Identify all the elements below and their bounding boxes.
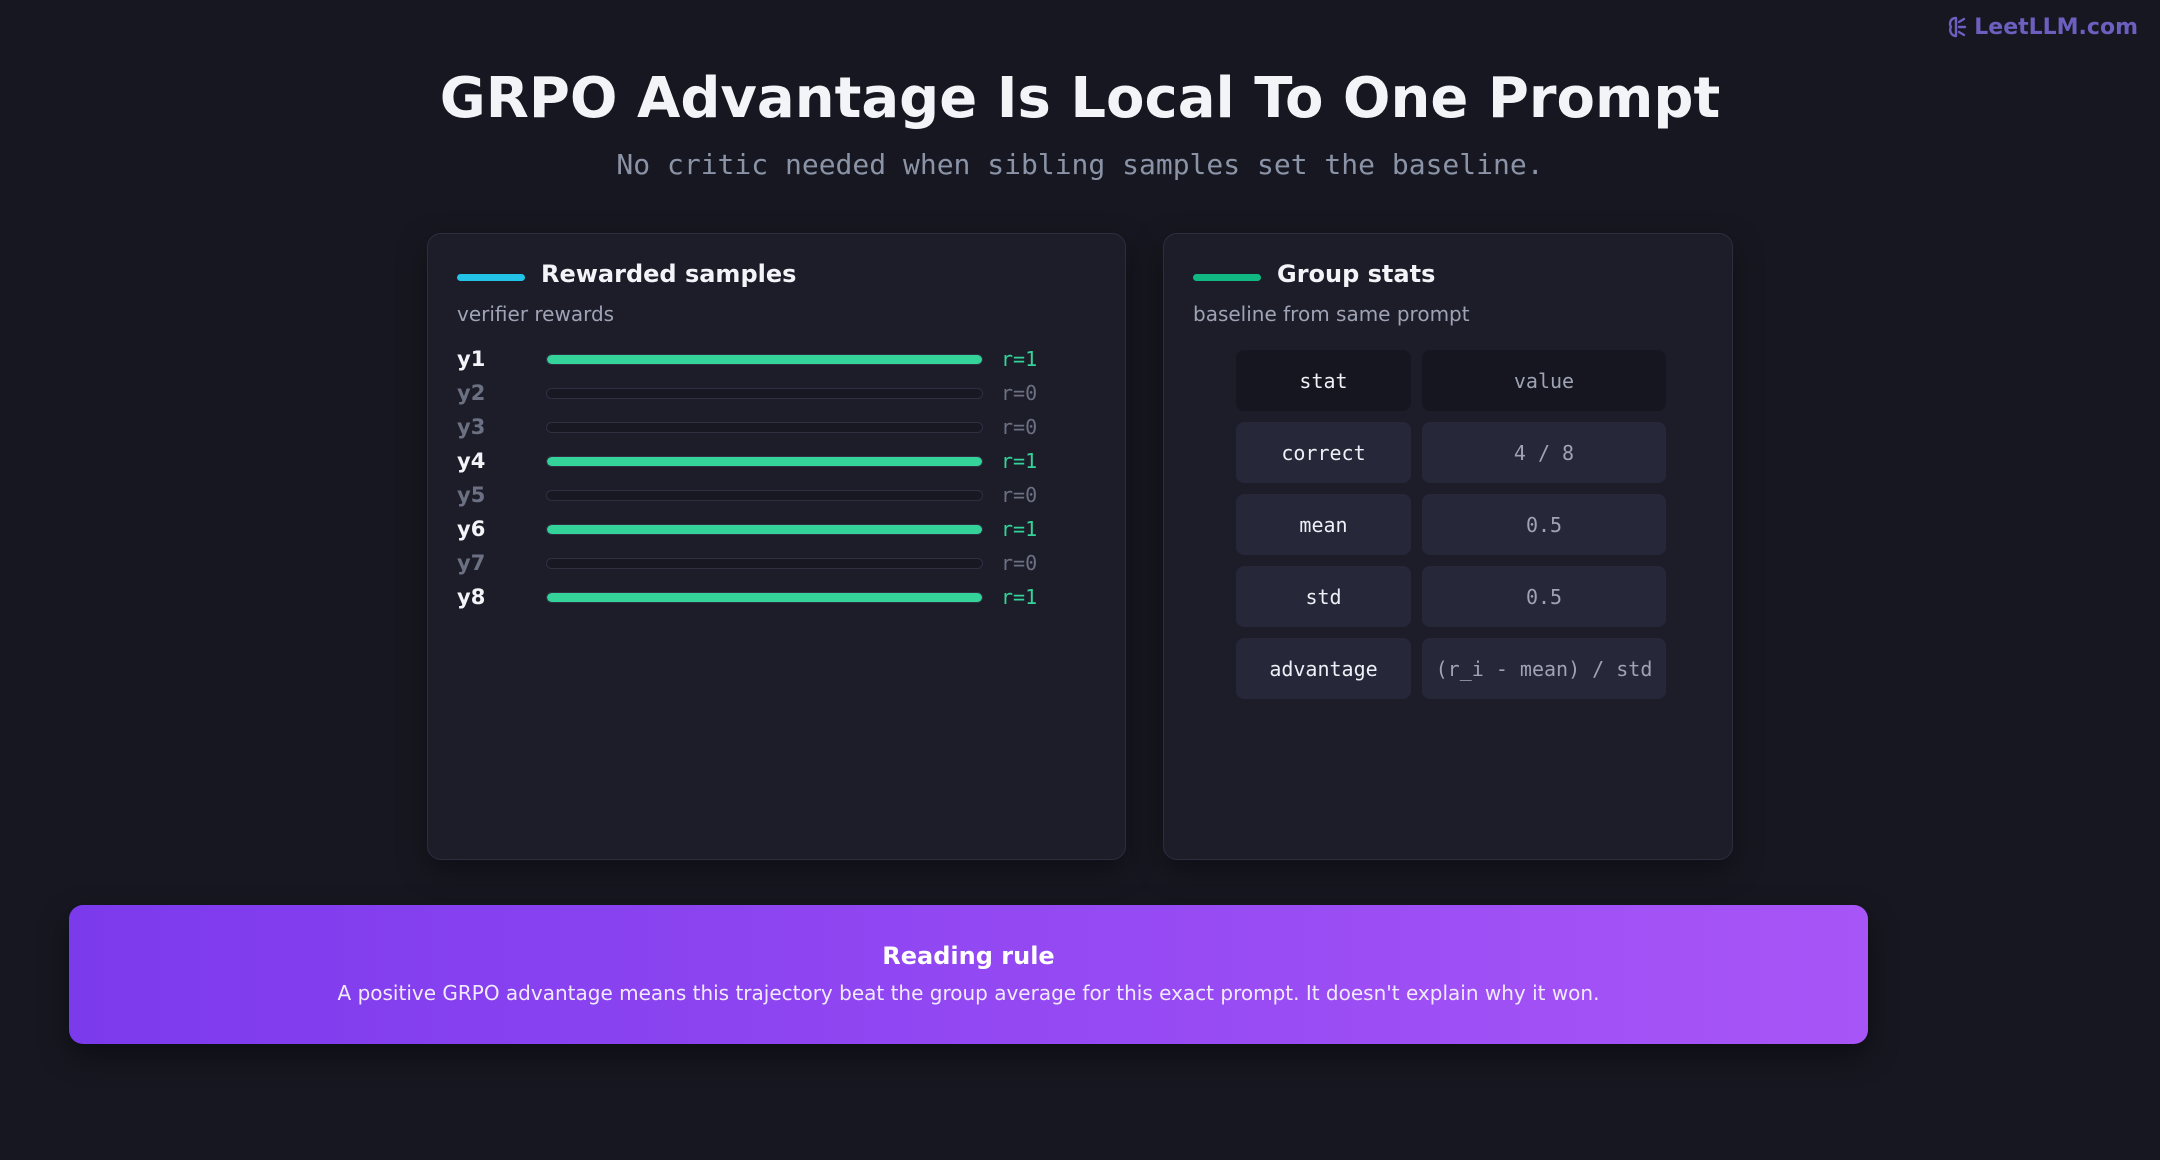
sample-label: y1 [457, 347, 486, 371]
accent [457, 274, 525, 281]
accent [1193, 274, 1261, 281]
bar [547, 457, 982, 466]
value-label: r=1 [1001, 449, 1038, 473]
sample-label: y7 [457, 551, 486, 575]
sample-row: y6 r=1 [428, 512, 1125, 546]
value-label: r=0 [1001, 381, 1038, 405]
value-label: r=1 [1001, 517, 1038, 541]
samples-panel: Rewarded samples verifier rewards y1 r=1 y… [427, 233, 1126, 860]
callout-text: A positive GRPO advantage means this tra… [337, 981, 1600, 1005]
bar-track [546, 354, 983, 365]
sample-label: y5 [457, 483, 486, 507]
bar-track [546, 422, 983, 433]
bar [547, 593, 982, 602]
subtitle: No critic needed when sibling samples se… [616, 148, 1544, 181]
value-label: r=1 [1001, 585, 1038, 609]
sample-label: y3 [457, 415, 486, 439]
logo-text: LeetLLM.com [1974, 14, 2138, 40]
title: GRPO Advantage Is Local To One Prompt [439, 66, 1721, 131]
panel-subtitle: baseline from same prompt [1193, 302, 1470, 326]
bar-track [546, 388, 983, 399]
bar-track [546, 592, 983, 603]
value-label: r=0 [1001, 415, 1038, 439]
table-cell: 0.5 [1422, 494, 1666, 555]
value-label: r=1 [1001, 347, 1038, 371]
sample-row: y4 r=1 [428, 444, 1125, 478]
bar-track [546, 456, 983, 467]
value-label: r=0 [1001, 483, 1038, 507]
table-cell: 4 / 8 [1422, 422, 1666, 483]
sample-label: y8 [457, 585, 486, 609]
sample-row: y3 r=0 [428, 410, 1125, 444]
stats-panel: Group stats baseline from same prompt st… [1163, 233, 1733, 860]
panel-title: Rewarded samples [541, 260, 797, 288]
header-cell: stat [1236, 350, 1411, 411]
sample-label: y2 [457, 381, 486, 405]
bar-track [546, 490, 983, 501]
callout: Reading rule A positive GRPO advantage m… [69, 905, 1868, 1044]
bar [547, 355, 982, 364]
bar [547, 525, 982, 534]
value-label: r=0 [1001, 551, 1038, 575]
logo[interactable]: LeetLLM.com [1944, 14, 2138, 40]
table-cell: (r_i - mean) / std [1422, 638, 1666, 699]
table-cell: 0.5 [1422, 566, 1666, 627]
sample-label: y6 [457, 517, 486, 541]
sample-row: y7 r=0 [428, 546, 1125, 580]
bar-track [546, 524, 983, 535]
sample-label: y4 [457, 449, 486, 473]
table-cell: std [1236, 566, 1411, 627]
panel-subtitle: verifier rewards [457, 302, 615, 326]
logo-icon [1949, 16, 1967, 38]
header-cell: value [1422, 350, 1666, 411]
sample-row: y5 r=0 [428, 478, 1125, 512]
table-cell: advantage [1236, 638, 1411, 699]
sample-row: y8 r=1 [428, 580, 1125, 614]
sample-row: y1 r=1 [428, 342, 1125, 376]
sample-row: y2 r=0 [428, 376, 1125, 410]
panel-title: Group stats [1277, 260, 1436, 288]
table-cell: correct [1236, 422, 1411, 483]
bar-track [546, 558, 983, 569]
table-cell: mean [1236, 494, 1411, 555]
callout-title: Reading rule [882, 942, 1055, 970]
